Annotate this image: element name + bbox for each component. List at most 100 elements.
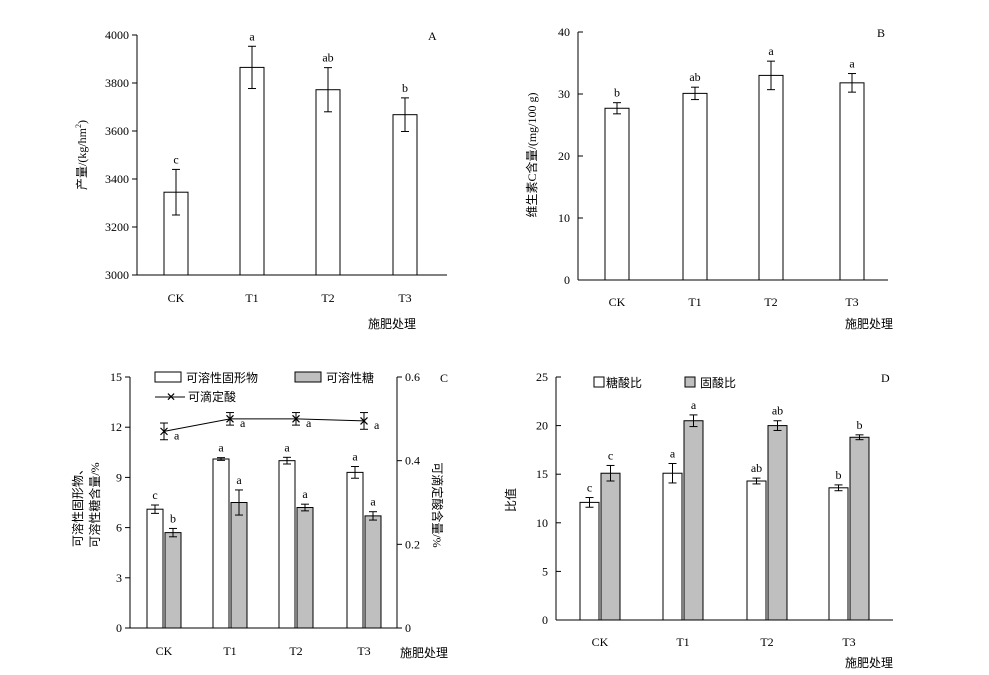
bar [346, 471, 364, 629]
panel-b-x-label: 施肥处理 [845, 317, 893, 331]
bar [839, 82, 865, 281]
y-tick-label: 5 [542, 564, 548, 578]
x-tick-label: CK [609, 295, 626, 309]
panel-b-y-label: 维生素C含量/(mg/100 g) [524, 92, 539, 217]
panel-c-label: C [440, 371, 448, 385]
line-point-marker [360, 417, 368, 425]
significance-letter: a [284, 440, 290, 454]
panel-c-x-label: 施肥处理 [400, 646, 448, 660]
x-tick-label: T1 [688, 295, 701, 309]
bar [315, 89, 341, 276]
significance-letter: c [152, 488, 157, 502]
panel-a-x-label: 施肥处理 [368, 317, 416, 331]
x-tick-label: T1 [245, 291, 258, 305]
panel-a-x-ticks: CK T1 T2 T3 [168, 291, 412, 305]
legend-label-sugar-acid-ratio: 糖酸比 [606, 375, 642, 390]
y-tick-label: 15 [110, 370, 122, 384]
panel-b-x-ticks: CK T1 T2 T3 [609, 295, 859, 309]
panel-c-x-ticks: CK T1 T2 T3 [156, 644, 371, 658]
y-tick-label: 0 [564, 273, 570, 287]
y-tick-label: 0 [542, 613, 548, 627]
bar [296, 507, 314, 629]
significance-letter: c [608, 448, 613, 462]
y-tick-label: 3 [116, 571, 122, 585]
panel-d-x-label: 施肥处理 [845, 656, 893, 670]
x-tick-label: T3 [398, 291, 411, 305]
panel-c-line: aa a a [160, 412, 380, 442]
legend-marker-titratable-acid: ✕ [166, 390, 176, 404]
bar [758, 74, 784, 281]
significance-letter: a [352, 450, 358, 464]
panel-c-bars: c a a a b a a a [146, 440, 382, 629]
bar [146, 508, 164, 629]
titratable-acid-line [163, 418, 365, 432]
panel-d-y-ticks: 0 5 10 15 20 25 [536, 370, 561, 627]
panel-a-label: A [428, 29, 437, 43]
bar [604, 107, 630, 281]
panel-c-y-ticks: 0 3 6 9 12 15 [110, 370, 130, 635]
legend-swatch-soluble-solids [154, 371, 182, 383]
bar [212, 458, 230, 629]
x-tick-label: CK [592, 635, 609, 649]
y-tick-label: 3800 [105, 76, 129, 90]
legend-label-soluble-sugar: 可溶性糖 [326, 370, 374, 385]
significance-letter: c [173, 152, 178, 166]
panel-d-x-ticks: CK T1 T2 T3 [592, 635, 856, 649]
bar [767, 425, 788, 621]
panel-c-y-label-line1: 可溶性固形物、 [70, 463, 85, 547]
significance-letter: a [670, 447, 676, 461]
x-tick-label: CK [156, 644, 173, 658]
panel-d-legend: 糖酸比 固酸比 [593, 375, 736, 390]
bar [239, 66, 265, 276]
line-significance-letter: a [374, 418, 380, 432]
y-tick-label: 12 [110, 420, 122, 434]
y-tick-label: 25 [536, 370, 548, 384]
bar [683, 420, 704, 621]
y-tick-label: 3600 [105, 124, 129, 138]
bar [600, 472, 621, 621]
bar [278, 460, 296, 629]
y-tick-label: 10 [536, 516, 548, 530]
x-tick-label: T1 [676, 635, 689, 649]
x-tick-label: T2 [760, 635, 773, 649]
y-tick-label: 3200 [105, 220, 129, 234]
y-tick-label: 20 [536, 419, 548, 433]
legend-label-soluble-solids: 可溶性固形物 [186, 370, 258, 385]
y-tick-label: 30 [558, 87, 570, 101]
significance-letter: b [857, 418, 863, 432]
panel-a-y-label: 产量/(kg/hm2) [74, 120, 89, 190]
legend-swatch-sugar-acid-ratio [593, 376, 605, 388]
legend-swatch-soluble-sugar [294, 371, 322, 383]
y-tick-label: 20 [558, 149, 570, 163]
significance-letter: a [218, 441, 224, 455]
x-tick-label: T3 [845, 295, 858, 309]
y2-tick-label: 0 [405, 621, 411, 635]
legend-label-solid-acid-ratio: 固酸比 [700, 375, 736, 390]
panel-b-label: B [877, 26, 885, 40]
legend-label-titratable-acid: 可滴定酸 [188, 389, 236, 404]
y-tick-label: 4000 [105, 28, 129, 42]
panel-b-bars: b ab a a [604, 44, 865, 281]
bar [682, 92, 708, 281]
bar [746, 480, 767, 621]
significance-letter: ab [772, 404, 783, 418]
panel-c-y2-ticks: 0 0.2 0.4 0.6 [397, 370, 420, 635]
bar [164, 532, 182, 629]
y-tick-label: 15 [536, 467, 548, 481]
panel-c-y-label-line2: 可溶性糖含量/% [87, 462, 102, 547]
x-tick-label: T3 [357, 644, 370, 658]
significance-letter: a [849, 57, 855, 71]
significance-letter: ab [322, 51, 333, 65]
panel-d-bars: c a ab b c a ab b [579, 398, 870, 621]
panel-a-y-ticks: 3000 3200 3400 3600 3800 4000 [105, 28, 137, 282]
bar [579, 501, 600, 621]
y-tick-label: 3000 [105, 268, 129, 282]
bar [364, 515, 382, 629]
bar [230, 502, 248, 629]
panel-d-label: D [881, 371, 890, 385]
panel-c-y2-label: 可滴定酸含量/% [430, 462, 445, 547]
x-tick-label: T2 [321, 291, 334, 305]
x-tick-label: T2 [289, 644, 302, 658]
